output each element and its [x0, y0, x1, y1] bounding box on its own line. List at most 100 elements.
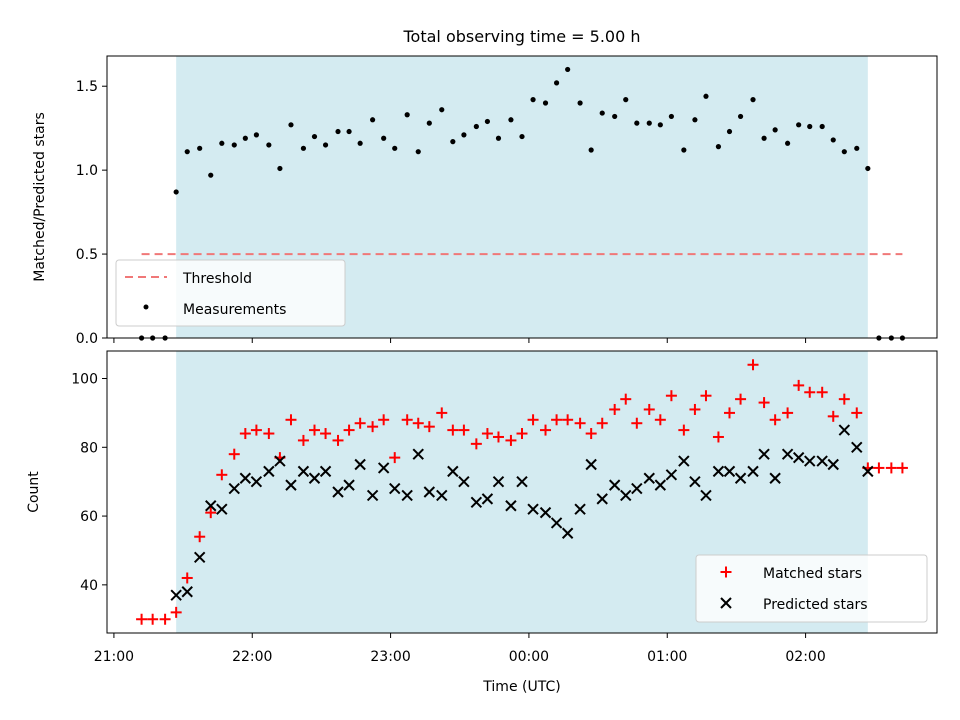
measurement-point: [519, 133, 525, 140]
predicted-star-point: [458, 475, 470, 488]
predicted-star-point: [297, 465, 310, 478]
x-stroke-b: [412, 448, 424, 460]
matched-star-point: [758, 397, 770, 409]
predicted-star-point: [239, 472, 252, 484]
x-stroke-b: [377, 462, 390, 474]
predicted-star-point: [250, 475, 263, 488]
measurement-point: [646, 120, 652, 126]
matched-star-point: [609, 403, 621, 415]
matched-star-point: [354, 417, 366, 429]
x-stroke-b: [216, 503, 228, 515]
measurement-point: [715, 144, 722, 150]
x-stroke-b: [851, 441, 863, 453]
measurement-point: [726, 128, 733, 135]
predicted-stars-points: [170, 424, 874, 601]
measurement-point: [796, 122, 802, 128]
x-stroke-b: [285, 479, 297, 491]
predicted-star-point: [343, 479, 355, 491]
measurement-point: [599, 110, 605, 116]
matched-star-point: [378, 414, 390, 426]
matched-star-point: [436, 407, 448, 419]
measurement-point: [807, 123, 813, 130]
x-stroke-b: [458, 475, 470, 488]
x-stroke-b: [585, 458, 597, 471]
measurement-point: [404, 112, 410, 118]
matched-star-point: [216, 469, 228, 481]
measurement-point: [461, 132, 467, 138]
matched-star-point: [654, 414, 666, 426]
predicted-star-point: [516, 475, 528, 488]
measurement-point: [231, 142, 237, 148]
measurement-point: [841, 149, 847, 155]
matched-star-point: [700, 390, 712, 402]
predicted-star-point: [851, 441, 863, 453]
x-stroke-b: [181, 586, 193, 598]
measurement-point: [854, 145, 860, 151]
top-x-ticks: [113, 338, 807, 343]
legend-predicted-swatch: [720, 597, 732, 609]
predicted-star-point: [539, 506, 552, 519]
predicted-star-point: [436, 489, 448, 502]
predicted-star-point: [608, 479, 621, 491]
x-stroke-b: [792, 451, 805, 464]
predicted-star-point: [643, 472, 655, 484]
x-stroke-b: [470, 496, 483, 509]
measurement-point: [577, 100, 583, 106]
x-stroke-b: [758, 448, 770, 460]
predicted-star-point: [665, 469, 678, 481]
x-stroke-b: [608, 479, 621, 491]
matched-star-point: [343, 424, 355, 436]
matched-star-point: [896, 462, 908, 474]
legend-matched-label: Matched stars: [763, 566, 862, 582]
measurement-point: [565, 66, 571, 73]
predicted-star-point: [862, 465, 874, 478]
measurement-point: [865, 165, 871, 172]
predicted-star-point: [389, 482, 401, 495]
x-stroke-b: [734, 472, 747, 484]
matched-star-point: [804, 386, 816, 398]
measurement-point: [703, 93, 709, 99]
matched-star-point: [332, 434, 344, 446]
predicted-star-point: [689, 475, 701, 488]
measurement-point: [819, 123, 825, 130]
top-y-ticks: 0.0 0.5 1.0 1.5: [76, 79, 107, 347]
matched-star-point: [827, 410, 839, 422]
matched-star-point: [712, 431, 724, 443]
top-axes-frame: [106, 55, 938, 339]
legend-measurements-label: Measurements: [183, 302, 286, 318]
matched-star-point: [643, 403, 655, 415]
matched-star-point: [239, 428, 251, 440]
legend-measurements-swatch: [143, 304, 149, 310]
x-stroke-b: [263, 465, 275, 478]
top-legend: Threshold Measurements: [115, 259, 346, 327]
predicted-star-point: [228, 482, 240, 495]
x-tick-label: 22:00: [232, 649, 272, 665]
top-panel: 0.0 0.5 1.0 1.5 Total observing time = 5.00…: [32, 27, 938, 347]
x-stroke-b: [516, 475, 528, 488]
x-stroke-b: [228, 482, 240, 495]
bottom-y-tick-label: 80: [80, 440, 98, 456]
x-stroke-b: [481, 493, 494, 505]
x-stroke-b: [665, 469, 678, 481]
measurement-point: [392, 145, 398, 151]
measurement-point: [681, 147, 687, 153]
bottom-x-ticks: 21:00 22:00 23:00 00:00 01:00 02:00: [94, 633, 826, 665]
measurement-point: [450, 139, 456, 145]
x-stroke-b: [447, 465, 459, 478]
measurement-point: [668, 113, 675, 120]
matched-star-point: [367, 421, 379, 433]
top-y-tick-label: 0.0: [76, 331, 98, 347]
predicted-star-point: [574, 503, 586, 515]
predicted-star-point: [332, 486, 344, 498]
measurement-point: [530, 97, 536, 103]
matched-star-point: [481, 428, 493, 440]
matched-star-point: [816, 386, 828, 398]
matched-star-point: [873, 462, 885, 474]
predicted-star-point: [712, 465, 725, 478]
matched-star-point: [412, 417, 424, 429]
x-stroke-b: [492, 475, 505, 488]
matched-star-point: [285, 414, 297, 426]
x-stroke-b: [170, 589, 182, 601]
predicted-star-point: [678, 455, 690, 467]
matched-star-point: [423, 421, 435, 433]
